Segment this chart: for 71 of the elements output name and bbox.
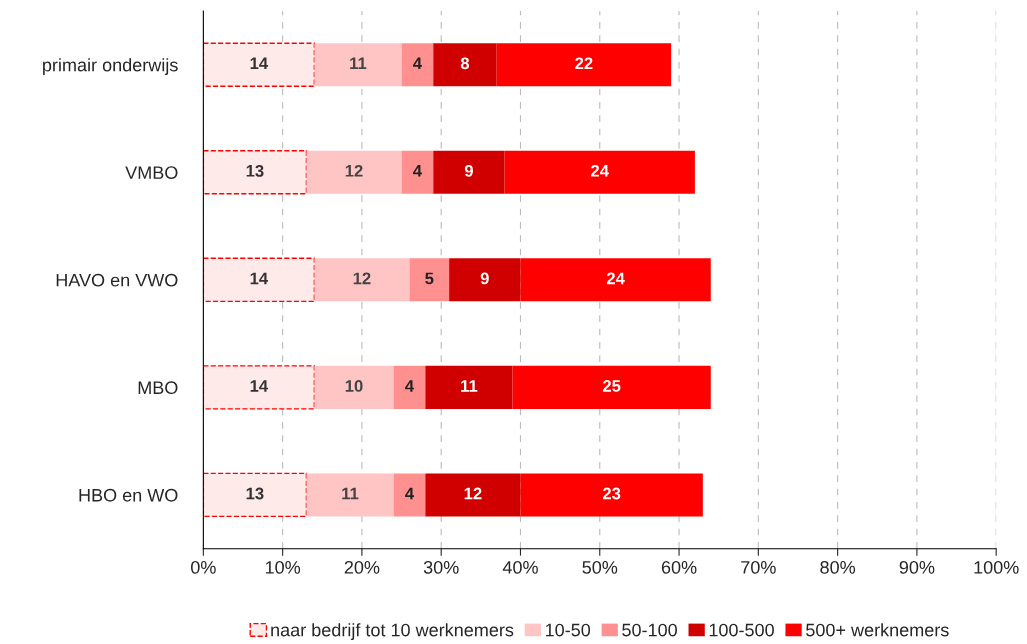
data-label: 11 (461, 380, 478, 392)
legend-label: 100-500 (709, 623, 774, 637)
data-label: 8 (460, 57, 470, 70)
data-label: 12 (353, 272, 371, 285)
data-label: 9 (464, 164, 473, 177)
legend-label: naar bedrijf tot 10 werknemers (271, 623, 514, 640)
bar (520, 258, 711, 302)
bar (393, 473, 426, 517)
bar (512, 365, 711, 409)
x-tick-label: 20% (344, 560, 380, 574)
bar (203, 150, 308, 195)
data-label: 4 (405, 487, 415, 500)
y-tick-label: primair onderwijs (43, 58, 178, 76)
bar (425, 365, 513, 409)
legend-label: 50-100 (622, 623, 677, 637)
y-tick-label: VMBO (125, 166, 178, 179)
x-tick-label: 30% (423, 560, 459, 574)
bar (203, 257, 316, 303)
data-label: 4 (413, 165, 422, 177)
legend-label: 10-50 (545, 623, 591, 637)
bar (306, 150, 402, 194)
data-label: 4 (405, 380, 415, 392)
bar (203, 472, 308, 518)
bar (504, 150, 695, 194)
bar (203, 365, 316, 410)
bar (314, 365, 394, 409)
data-label: 14 (250, 272, 269, 285)
bar (496, 43, 672, 87)
x-tick-label: 10% (265, 560, 301, 574)
bar (306, 473, 394, 517)
x-tick-label: 60% (661, 560, 697, 574)
data-label: 12 (464, 487, 482, 500)
data-label: 13 (246, 164, 264, 177)
x-tick-label: 0% (191, 560, 216, 574)
y-tick-label: HAVO en VWO (56, 273, 178, 287)
data-label: 4 (413, 57, 422, 70)
data-label: 25 (602, 380, 621, 392)
x-tick-label: 70% (741, 560, 776, 574)
bar (314, 258, 410, 302)
data-label: 12 (345, 164, 363, 177)
bar (203, 42, 316, 87)
bar (449, 258, 521, 302)
data-label: 9 (480, 272, 489, 285)
data-label: 10 (345, 380, 363, 392)
y-tick-label: MBO (138, 381, 178, 395)
x-tick-label: 40% (502, 560, 538, 574)
bar (433, 150, 505, 194)
bar (401, 43, 434, 87)
data-label: 13 (246, 487, 264, 500)
legend-label: 500+ werknemers (806, 623, 949, 637)
data-label: 22 (575, 57, 593, 70)
bar (393, 365, 426, 409)
bar (433, 43, 497, 87)
y-tick-label: HBO en WO (79, 488, 178, 502)
bar (409, 258, 450, 302)
data-label: 11 (342, 487, 359, 500)
data-label: 24 (591, 164, 609, 177)
x-tick-label: 100% (974, 560, 1019, 574)
data-label: 24 (606, 272, 625, 285)
x-tick-label: 90% (899, 560, 935, 574)
data-label: 5 (425, 272, 434, 285)
x-tick-label: 50% (582, 560, 618, 574)
data-label: 23 (602, 487, 621, 500)
data-label: 11 (350, 57, 367, 70)
bar (425, 473, 521, 517)
data-label: 14 (250, 380, 269, 392)
bar (401, 150, 434, 194)
x-tick-label: 80% (820, 560, 856, 574)
data-label: 14 (250, 57, 269, 70)
bar (314, 43, 402, 87)
bar (520, 473, 703, 517)
